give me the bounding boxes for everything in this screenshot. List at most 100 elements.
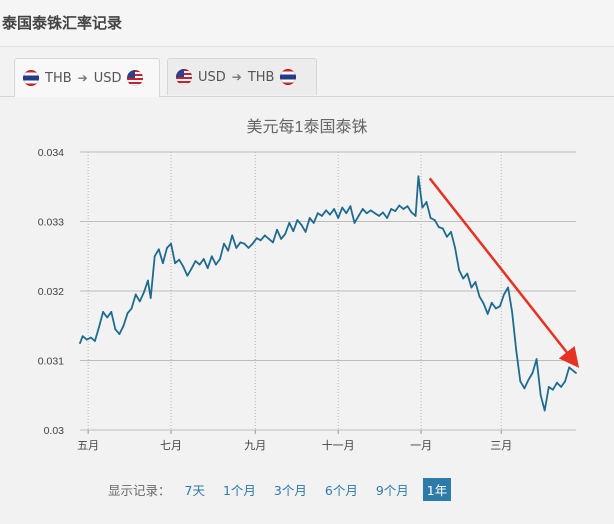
data-point	[126, 312, 129, 315]
data-point	[190, 267, 193, 270]
period-label: 显示记录：	[108, 482, 171, 498]
arrow-right-icon: ➔	[231, 70, 242, 84]
tab-to-currency: THB	[247, 69, 275, 85]
data-point	[406, 205, 409, 208]
thailand-flag-icon	[23, 70, 39, 86]
data-point	[531, 372, 534, 374]
x-tick-label: 九月	[244, 439, 266, 452]
data-point	[507, 286, 509, 289]
data-point	[437, 226, 440, 229]
data-point	[470, 286, 473, 289]
chart-title: 美元每1泰国泰铢	[247, 118, 368, 136]
period-option-6m[interactable]: 6个月	[324, 482, 358, 498]
x-tick-label: 三月	[490, 439, 512, 452]
data-point	[535, 358, 538, 360]
data-point	[490, 301, 493, 304]
data-point	[90, 336, 92, 339]
data-point	[81, 335, 84, 338]
data-point	[374, 212, 376, 215]
x-tick-label: 七月	[160, 439, 182, 452]
x-tick-label: 一月	[410, 439, 432, 452]
data-point	[215, 263, 217, 266]
data-point	[210, 255, 213, 258]
data-point	[552, 388, 554, 391]
data-point	[462, 277, 465, 280]
period-option-3m[interactable]: 3个月	[273, 482, 307, 498]
tab-usd-to-thb[interactable]: USD ➔ THB	[167, 58, 317, 95]
data-point	[369, 209, 372, 212]
data-point	[337, 217, 340, 219]
x-tick-label: 十一月	[322, 438, 355, 452]
data-point	[153, 255, 156, 258]
data-point	[556, 381, 558, 384]
data-point	[357, 215, 360, 217]
period-selector: 显示记录： 7天 1个月 3个月 6个月 9个月 1年	[108, 477, 461, 501]
exchange-rate-chart: 美元每1泰国泰铢 0.034 0.033 0.032 0.031 0.03 五月 七月 九月 十…	[38, 118, 580, 452]
data-point	[474, 281, 477, 283]
data-point	[316, 212, 319, 215]
data-point	[499, 305, 501, 308]
data-point	[149, 297, 152, 299]
usa-flag-icon	[127, 70, 144, 86]
page-header: 泰国泰铢汇率记录	[0, 0, 614, 47]
period-option-1m[interactable]: 1个月	[222, 482, 256, 498]
data-point	[441, 227, 444, 230]
data-point	[102, 311, 104, 313]
data-point	[325, 209, 327, 212]
data-point	[523, 387, 526, 390]
data-point	[239, 241, 242, 244]
period-option-7d[interactable]: 7天	[184, 482, 205, 498]
data-point	[304, 231, 307, 233]
data-point	[450, 231, 452, 233]
y-tick-label: 0.033	[38, 217, 64, 229]
data-point	[206, 267, 209, 269]
data-point	[272, 241, 274, 244]
data-point	[312, 222, 315, 224]
thailand-flag-icon	[280, 69, 297, 85]
x-tick-label: 五月	[77, 439, 99, 452]
data-point	[511, 311, 513, 313]
data-point	[251, 242, 254, 245]
data-point	[134, 293, 137, 296]
data-point	[227, 249, 230, 252]
data-point	[118, 333, 121, 335]
tab-from-currency: USD	[198, 69, 226, 85]
data-point	[147, 279, 149, 282]
data-point	[349, 205, 352, 208]
data-point	[394, 210, 397, 213]
data-point	[329, 213, 331, 216]
data-point	[202, 258, 205, 260]
data-point	[361, 208, 364, 210]
data-point	[182, 265, 185, 268]
period-option-9m[interactable]: 9个月	[375, 482, 409, 498]
data-point	[382, 211, 384, 214]
data-point	[122, 324, 125, 327]
data-point	[564, 380, 566, 383]
data-point	[466, 272, 469, 275]
data-point	[138, 300, 141, 303]
data-point	[341, 206, 344, 209]
data-point	[166, 247, 168, 249]
data-point	[519, 380, 522, 383]
tab-thb-to-usd[interactable]: THB ➔ USD	[14, 58, 160, 97]
data-point	[425, 201, 428, 203]
data-point	[255, 237, 258, 240]
data-point	[433, 219, 436, 222]
arrow-right-icon: ➔	[77, 71, 88, 85]
y-tick-label: 0.034	[38, 147, 64, 159]
data-point	[486, 313, 489, 315]
data-point	[410, 211, 413, 214]
data-point	[300, 224, 303, 226]
data-point	[198, 263, 201, 266]
trend-arrow-annotation	[428, 177, 580, 368]
data-point	[268, 238, 270, 240]
period-option-1y[interactable]: 1年	[422, 477, 452, 501]
page-title: 泰国泰铢汇率记录	[2, 14, 123, 32]
data-point	[421, 206, 424, 209]
data-point	[365, 212, 368, 215]
data-point	[560, 386, 562, 388]
data-point	[446, 235, 448, 238]
data-point	[575, 372, 577, 374]
data-point	[110, 311, 113, 313]
data-point	[143, 291, 145, 294]
